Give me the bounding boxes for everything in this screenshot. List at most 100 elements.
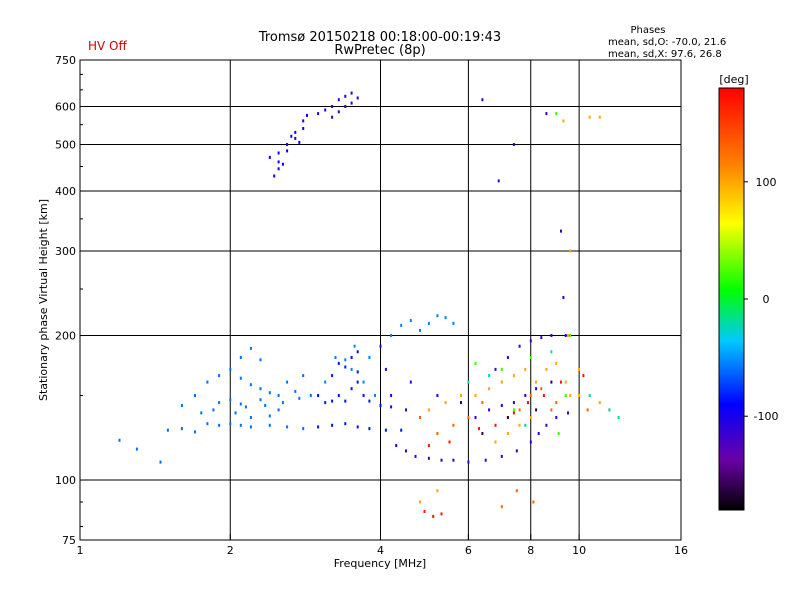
data-point — [286, 143, 289, 146]
data-point — [500, 505, 503, 509]
colorbar — [718, 87, 745, 511]
data-point — [400, 428, 403, 432]
data-point — [497, 179, 500, 183]
data-point — [578, 394, 581, 397]
data-point — [567, 411, 569, 415]
y-tick-label: 600 — [55, 101, 76, 114]
data-point — [390, 405, 393, 409]
data-point — [200, 411, 203, 415]
data-point — [518, 408, 521, 412]
data-point — [294, 130, 297, 134]
data-point — [478, 427, 480, 431]
data-points — [118, 91, 620, 518]
data-point — [512, 374, 515, 378]
data-point — [239, 356, 242, 359]
data-point — [212, 408, 215, 412]
data-point — [194, 430, 196, 434]
data-point — [512, 143, 515, 146]
data-point — [390, 394, 393, 397]
data-point — [452, 321, 455, 325]
data-point — [337, 98, 340, 102]
data-point — [432, 514, 435, 518]
data-point — [331, 115, 334, 119]
data-point — [419, 500, 421, 504]
data-point — [500, 454, 503, 458]
data-point — [474, 361, 477, 365]
x-tick-label: 10 — [572, 544, 586, 557]
data-point — [569, 249, 572, 253]
y-axis-label: Stationary phase Virtual Height [km] — [37, 199, 50, 401]
data-point — [467, 380, 470, 384]
y-tick-label: 500 — [55, 139, 76, 152]
data-point — [286, 380, 289, 384]
data-point — [344, 358, 347, 362]
data-point — [436, 394, 439, 397]
data-point — [555, 401, 558, 405]
data-point — [368, 399, 371, 403]
data-point — [180, 404, 183, 407]
data-point — [436, 489, 439, 493]
data-point — [494, 367, 497, 371]
data-point — [350, 387, 353, 391]
data-point — [555, 416, 558, 419]
y-tick-label: 750 — [55, 54, 76, 67]
data-point — [331, 423, 334, 427]
data-point — [281, 162, 284, 166]
data-point — [488, 374, 491, 378]
data-point — [294, 136, 297, 140]
data-point — [277, 167, 280, 171]
data-point — [395, 444, 398, 447]
data-point — [419, 416, 421, 419]
data-point — [344, 422, 347, 426]
data-point — [481, 401, 484, 405]
data-point — [166, 428, 169, 432]
data-point — [560, 380, 562, 384]
data-point — [444, 401, 447, 405]
data-point — [515, 489, 518, 493]
data-point — [506, 432, 509, 435]
stats-o-mode: mean, sd,O: -70.0, 21.6 — [608, 37, 726, 48]
data-point — [239, 402, 242, 406]
data-point — [268, 423, 271, 427]
data-point — [350, 367, 353, 371]
data-point — [135, 447, 138, 451]
data-point — [229, 367, 232, 371]
data-point — [474, 394, 477, 397]
data-point — [550, 334, 553, 337]
data-point — [419, 328, 421, 332]
data-point — [244, 405, 247, 409]
data-point — [562, 296, 565, 299]
colorbar-tick-label: 100 — [756, 176, 777, 189]
x-tick-label: 16 — [674, 544, 688, 557]
chart-title: Tromsø 20150218 00:18:00-00:19:43 — [258, 30, 501, 45]
data-point — [180, 427, 183, 431]
data-point — [264, 404, 267, 407]
data-point — [249, 425, 252, 429]
data-point — [302, 119, 305, 123]
data-point — [268, 414, 271, 418]
data-point — [317, 425, 320, 429]
x-tick-label: 6 — [465, 544, 472, 557]
data-point — [518, 423, 521, 427]
data-point — [405, 408, 407, 412]
data-point — [368, 356, 371, 359]
data-point — [532, 500, 535, 504]
data-point — [550, 408, 553, 412]
data-point — [500, 380, 503, 384]
data-point — [362, 380, 365, 384]
data-point — [194, 394, 196, 397]
data-point — [268, 391, 271, 395]
data-point — [440, 458, 443, 462]
colorbar-tick-label: -100 — [754, 410, 779, 423]
data-point — [481, 432, 484, 435]
data-point — [569, 394, 572, 397]
data-point — [440, 512, 443, 516]
chart-subtitle: RwPretec (8p) — [334, 43, 425, 58]
data-point — [344, 94, 347, 98]
data-point — [362, 394, 365, 397]
data-point — [277, 394, 280, 397]
data-point — [608, 408, 611, 412]
x-tick-label: 2 — [227, 544, 234, 557]
data-point — [535, 380, 538, 384]
data-point — [423, 510, 426, 513]
